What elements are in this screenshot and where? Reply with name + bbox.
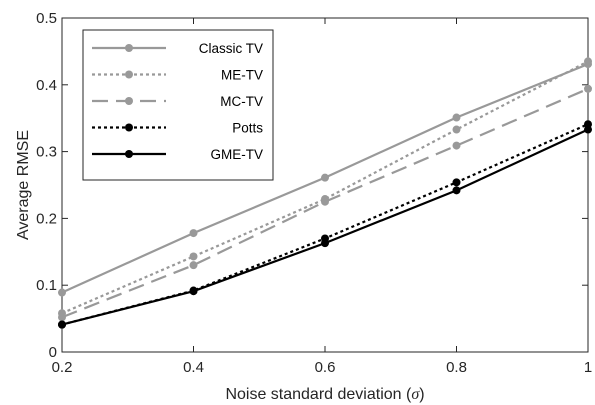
legend-label: GME-TV (211, 147, 264, 162)
series-point (189, 261, 198, 270)
legend-marker (125, 97, 133, 105)
series-point (321, 197, 329, 206)
y-tick-label: 0.1 (36, 277, 57, 294)
series-layer (58, 57, 592, 329)
legend-marker (125, 70, 133, 79)
legend-marker (125, 150, 133, 158)
series-point (584, 125, 592, 134)
series-point (452, 125, 461, 134)
series-point (189, 287, 198, 296)
series-point (452, 141, 461, 150)
x-tick-label: 0.2 (52, 359, 73, 376)
series-point (58, 288, 66, 297)
legend-label: Classic TV (199, 41, 263, 56)
legend-label: ME-TV (221, 68, 263, 83)
series-point (321, 239, 329, 248)
y-tick-label: 0.2 (36, 210, 57, 227)
legend-marker (125, 123, 133, 132)
legend-label: Potts (232, 121, 263, 136)
series-point (584, 57, 592, 66)
x-tick-label: 1 (584, 359, 592, 376)
series-point (189, 229, 198, 238)
legend-label: MC-TV (220, 94, 263, 109)
y-tick-label: 0.3 (36, 144, 57, 161)
x-tick-label: 0.4 (183, 359, 204, 376)
x-tick-label: 0.6 (315, 359, 336, 376)
series-point (452, 178, 461, 187)
legend-marker (125, 44, 133, 52)
y-axis-title: Average RMSE (15, 130, 32, 240)
series-point (452, 113, 461, 122)
axis-ticks: 0.2 0.4 0.6 0.8 1 0 0.1 0.2 0.3 0.4 0.5 (36, 10, 592, 376)
legend: Classic TV ME-TV MC-TV Potts GME-TV (82, 29, 274, 181)
series-point (189, 252, 198, 261)
series-point (58, 313, 66, 322)
x-axis-title: Noise standard deviation (σ) (225, 386, 424, 403)
y-tick-label: 0.4 (36, 77, 57, 94)
series-point (58, 320, 66, 329)
series-point (321, 173, 329, 182)
y-tick-label: 0 (49, 344, 57, 361)
x-tick-label: 0.8 (446, 359, 467, 376)
series-point (584, 84, 592, 93)
series-point (452, 186, 461, 195)
y-tick-label: 0.5 (36, 10, 57, 27)
